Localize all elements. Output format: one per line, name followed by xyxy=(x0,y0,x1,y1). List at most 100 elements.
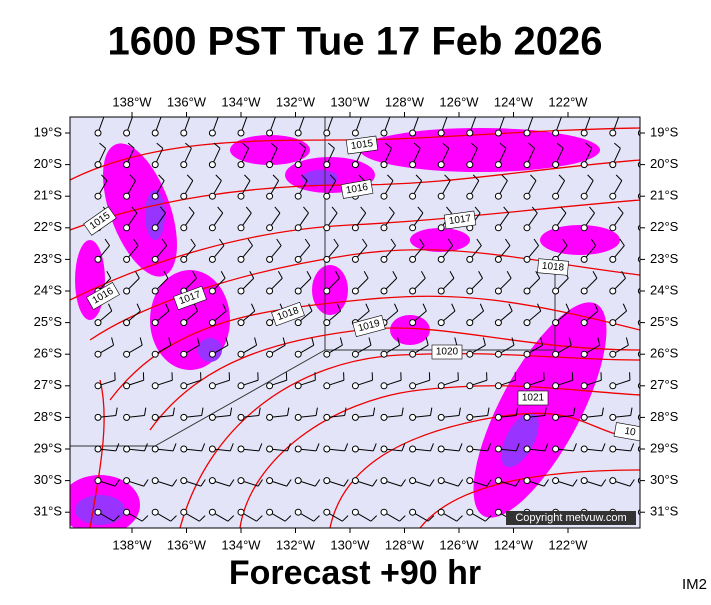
lat-label-left: 26°S xyxy=(34,346,63,361)
station xyxy=(610,130,616,136)
station xyxy=(352,509,358,515)
station xyxy=(209,288,215,294)
station xyxy=(238,478,244,484)
lat-label-left: 19°S xyxy=(34,124,63,139)
station xyxy=(209,351,215,357)
station xyxy=(410,225,416,231)
station xyxy=(438,130,444,136)
station xyxy=(553,351,559,357)
barb-flag xyxy=(652,304,655,311)
station xyxy=(324,288,330,294)
station xyxy=(410,446,416,452)
station xyxy=(152,478,158,484)
station xyxy=(438,383,444,389)
station xyxy=(524,478,530,484)
station xyxy=(124,509,130,515)
station xyxy=(181,509,187,515)
station xyxy=(553,320,559,326)
station xyxy=(553,383,559,389)
station xyxy=(381,446,387,452)
station xyxy=(610,478,616,484)
station xyxy=(467,130,473,136)
station xyxy=(152,351,158,357)
lat-label-right: 27°S xyxy=(650,377,679,392)
station xyxy=(495,383,501,389)
station xyxy=(295,162,301,168)
station xyxy=(610,351,616,357)
station xyxy=(524,288,530,294)
station xyxy=(381,414,387,420)
station xyxy=(610,383,616,389)
station xyxy=(495,509,501,515)
lat-label-left: 29°S xyxy=(34,440,63,455)
station xyxy=(95,162,101,168)
station xyxy=(181,130,187,136)
station xyxy=(410,509,416,515)
barb-flag xyxy=(650,271,654,278)
barb-flag xyxy=(155,111,162,116)
station xyxy=(352,162,358,168)
station xyxy=(581,320,587,326)
station xyxy=(267,446,273,452)
station xyxy=(381,225,387,231)
lat-label-left: 30°S xyxy=(34,472,63,487)
station xyxy=(267,478,273,484)
station xyxy=(524,320,530,326)
station xyxy=(209,414,215,420)
isobar-label-text: 1020 xyxy=(436,347,459,358)
station xyxy=(295,130,301,136)
station xyxy=(181,193,187,199)
station xyxy=(324,130,330,136)
lat-label-right: 26°S xyxy=(650,346,679,361)
station xyxy=(381,478,387,484)
station xyxy=(352,446,358,452)
station xyxy=(324,320,330,326)
station xyxy=(581,414,587,420)
lat-label-right: 22°S xyxy=(650,219,679,234)
lon-label-bottom: 130°W xyxy=(330,537,370,552)
lat-label-right: 25°S xyxy=(650,314,679,329)
station xyxy=(381,383,387,389)
station xyxy=(553,288,559,294)
station xyxy=(295,446,301,452)
station xyxy=(352,478,358,484)
station xyxy=(124,225,130,231)
station xyxy=(553,225,559,231)
station xyxy=(181,162,187,168)
station xyxy=(581,446,587,452)
station xyxy=(438,162,444,168)
station xyxy=(410,130,416,136)
station xyxy=(295,414,301,420)
station xyxy=(610,225,616,231)
station xyxy=(553,446,559,452)
station xyxy=(152,130,158,136)
barb-flag xyxy=(527,111,534,116)
station xyxy=(295,351,301,357)
station xyxy=(467,478,473,484)
station xyxy=(238,225,244,231)
barb-flag xyxy=(641,111,648,116)
station xyxy=(324,446,330,452)
lat-label-right: 20°S xyxy=(650,156,679,171)
station xyxy=(295,383,301,389)
lat-label-right: 24°S xyxy=(650,282,679,297)
station xyxy=(238,256,244,262)
station xyxy=(124,130,130,136)
station xyxy=(324,256,330,262)
station xyxy=(295,320,301,326)
station xyxy=(495,130,501,136)
station xyxy=(381,256,387,262)
lon-label-top: 138°W xyxy=(112,94,152,109)
station xyxy=(495,225,501,231)
station xyxy=(209,162,215,168)
station xyxy=(438,478,444,484)
station xyxy=(124,414,130,420)
station xyxy=(295,225,301,231)
lon-label-bottom: 136°W xyxy=(167,537,207,552)
station xyxy=(524,383,530,389)
station xyxy=(467,320,473,326)
station xyxy=(238,288,244,294)
barb-flag xyxy=(643,143,649,148)
barb-flag xyxy=(298,111,305,116)
station xyxy=(410,383,416,389)
